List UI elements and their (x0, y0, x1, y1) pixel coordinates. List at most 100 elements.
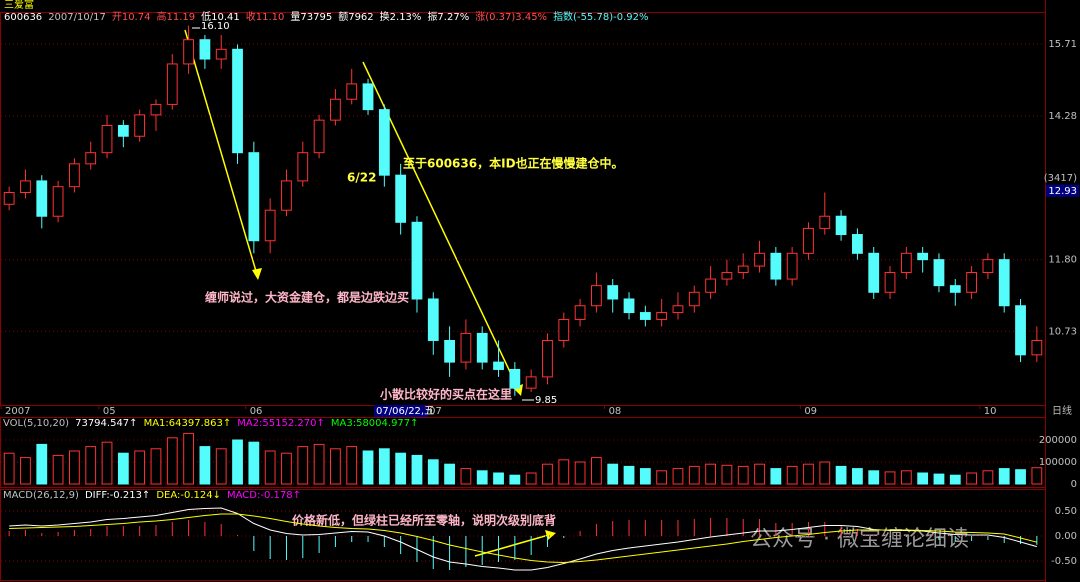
y-tick-label: 0.00 (1055, 531, 1077, 542)
y-tick-label: 10.73 (1048, 326, 1077, 337)
last-tag: (3417) (1044, 173, 1077, 184)
dea-line (9, 513, 1037, 564)
y-tick-label: -0.50 (1051, 556, 1077, 567)
header-item: MA1:64397.863↑ (144, 418, 232, 429)
volume-bar (852, 468, 863, 485)
candle-body (150, 103, 162, 116)
candle-body (623, 298, 635, 314)
volume-bar (917, 472, 929, 485)
candle-body (1015, 305, 1026, 356)
volume-bar (313, 443, 325, 485)
volume-bar (770, 468, 782, 485)
volume-bar (819, 461, 831, 485)
candle-body (199, 39, 211, 60)
candle-body (721, 272, 733, 280)
volume-bar (542, 463, 553, 485)
volume-bar (297, 446, 309, 485)
volume-bar (639, 468, 651, 485)
volume-bar (36, 443, 48, 485)
candle-body (69, 163, 80, 188)
header-item: 涨(0.37)3.45% (475, 11, 547, 23)
y-tick-label: 200000 (1039, 435, 1077, 446)
candle-body (166, 63, 178, 105)
candle-body (476, 332, 488, 363)
volume-bar (803, 463, 814, 485)
volume-bar (117, 452, 129, 485)
candle-body (232, 48, 243, 154)
volume-bar (199, 446, 211, 485)
x-tick-label: 07 (429, 406, 442, 417)
volume-bar (101, 441, 113, 485)
candle-body (884, 272, 896, 293)
y-tick-label: 0.50 (1055, 506, 1077, 517)
header-item: 73794.547↑ (75, 418, 137, 429)
candle-body (525, 376, 537, 389)
candle-body (835, 215, 847, 236)
x-tick-label: 08 (609, 406, 622, 417)
candle-body (362, 83, 374, 111)
candle-body (85, 152, 97, 165)
volume-bar (427, 459, 439, 485)
candle-body (786, 252, 798, 280)
candle-body (688, 291, 700, 307)
note: 价格新低，但绿柱已经所至零轴，说明次级别底背 (292, 513, 556, 528)
volume-bar (737, 465, 749, 485)
candle-body (607, 285, 619, 300)
volume-bar (705, 463, 716, 485)
candle-body (346, 83, 358, 100)
period-label: 日线 (1052, 404, 1072, 417)
header-item: DIFF:-0.213↑ (85, 490, 150, 501)
volume-bar (264, 450, 276, 485)
volume-bar (672, 468, 684, 485)
header-item: MA3:58004.977↑ (331, 418, 419, 429)
volume-bar (460, 468, 472, 485)
arrow (184, 29, 259, 279)
low-label: 9.85 (535, 395, 557, 406)
x-tick-label: 05 (103, 406, 116, 417)
candle-body (754, 252, 765, 267)
volume-bar (150, 448, 162, 485)
candle-body (1031, 339, 1043, 356)
volume-bar (525, 472, 537, 485)
header-item: MACD:-0.178↑ (227, 490, 301, 501)
volume-bar (623, 465, 635, 485)
volume-bar (493, 472, 504, 485)
volume-bar (835, 465, 847, 485)
header-item: 低10.41 (201, 10, 240, 23)
candle-body (330, 98, 341, 121)
volume-bar (998, 468, 1010, 485)
volume-bar (949, 474, 961, 485)
candle-body (183, 39, 194, 65)
candle-body (3, 192, 15, 205)
candle-body (900, 252, 912, 274)
candle-body (378, 109, 390, 176)
cursor-box (374, 405, 428, 417)
arrow-head (252, 268, 262, 280)
candle-body (966, 272, 977, 293)
candle-body (395, 174, 407, 223)
header-item: VOL(5,10,20) (3, 418, 69, 429)
candle-body (639, 312, 651, 320)
cursor-label: 07/06/22,五 (376, 406, 434, 417)
candle-body (313, 119, 325, 154)
volume-bar (395, 452, 407, 485)
candle-body (770, 252, 782, 280)
candle-body (819, 215, 831, 229)
note: 缠师说过，大资金建仓，都是边跌边买 (205, 290, 409, 305)
candle-body (672, 305, 684, 314)
volume-bar (215, 448, 227, 485)
volume-bar (868, 470, 880, 485)
candle-body (297, 152, 309, 182)
volume-bar (85, 446, 97, 485)
candle-body (591, 285, 602, 307)
candle-body (852, 234, 863, 254)
candle-body (998, 259, 1010, 307)
volume-bar (607, 463, 619, 485)
candle-body (281, 180, 292, 211)
x-tick-label: 09 (804, 406, 817, 417)
stock-name: 三爱富 (4, 0, 34, 11)
candle-body (705, 278, 716, 293)
volume-bar (281, 452, 292, 485)
candle-body (803, 227, 814, 254)
header-item: 收11.10 (246, 10, 285, 23)
